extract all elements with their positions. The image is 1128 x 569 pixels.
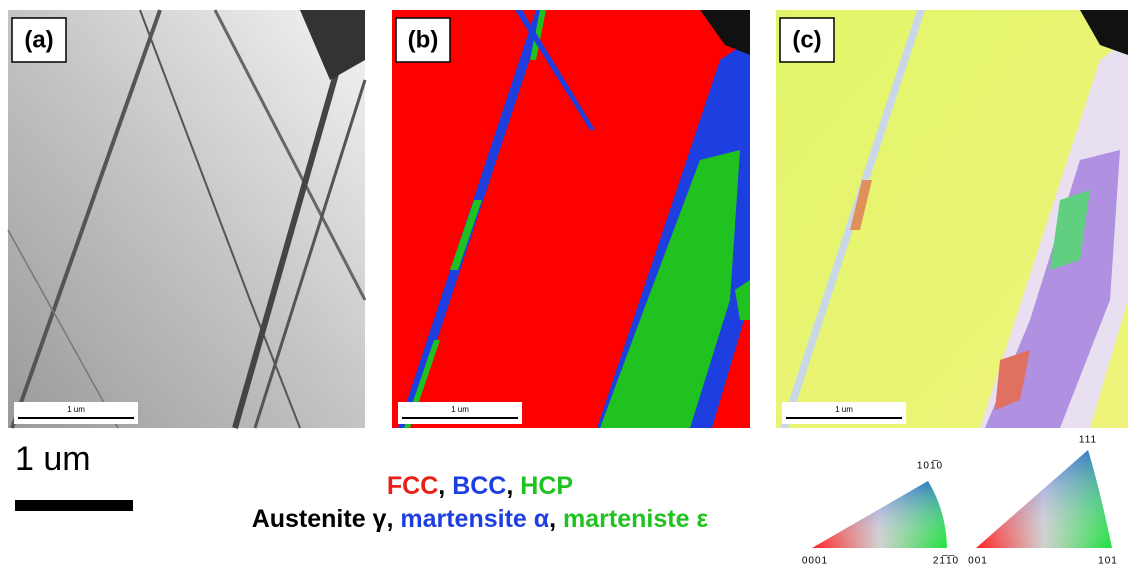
- panel-a-image: [8, 10, 365, 428]
- panel-label: (b): [408, 26, 439, 53]
- ipf-label: 101: [1098, 556, 1118, 567]
- phase-name: martensite α: [400, 505, 549, 533]
- legend-phase-names: Austenite γ, martensite α, marteniste ε: [180, 505, 780, 534]
- separator: ,: [386, 505, 400, 533]
- legend: FCC, BCC, HCP Austenite γ, martensite α,…: [180, 472, 780, 534]
- panel-b-image: [392, 10, 750, 428]
- panel-label: (a): [24, 26, 53, 53]
- page: (a) 1 um (b) 1 um (c) 1 um 1 um 101̅0 0001 21…: [0, 0, 1128, 569]
- separator: ,: [438, 472, 452, 500]
- scale-bar-label: 1 um: [67, 405, 85, 414]
- ipf-label: 0001: [802, 556, 828, 567]
- scale-bar: [15, 500, 133, 511]
- ipf-label: 21̅1̅0: [933, 555, 959, 567]
- ipf-key-cubic: 111 001 101: [968, 435, 1118, 567]
- scale-bar-label: 1 um: [15, 440, 91, 478]
- scale-bar-label: 1 um: [835, 405, 853, 414]
- ipf-label: 111: [1079, 435, 1097, 446]
- scale-bar-label: 1 um: [451, 405, 469, 414]
- legend-phases: FCC, BCC, HCP: [180, 472, 780, 501]
- phase-name: Austenite γ: [252, 505, 387, 533]
- phase: FCC: [387, 472, 438, 500]
- separator: ,: [549, 505, 563, 533]
- panel-c-image: [776, 10, 1128, 428]
- panel-label: (c): [792, 26, 821, 53]
- separator: ,: [506, 472, 520, 500]
- phase: BCC: [452, 472, 506, 500]
- phase: HCP: [520, 472, 573, 500]
- phase-name: marteniste ε: [563, 505, 708, 533]
- ipf-label: 101̅0: [917, 460, 943, 472]
- ipf-label: 001: [968, 556, 988, 567]
- ipf-key-hcp: 101̅0 0001 21̅1̅0: [802, 460, 959, 567]
